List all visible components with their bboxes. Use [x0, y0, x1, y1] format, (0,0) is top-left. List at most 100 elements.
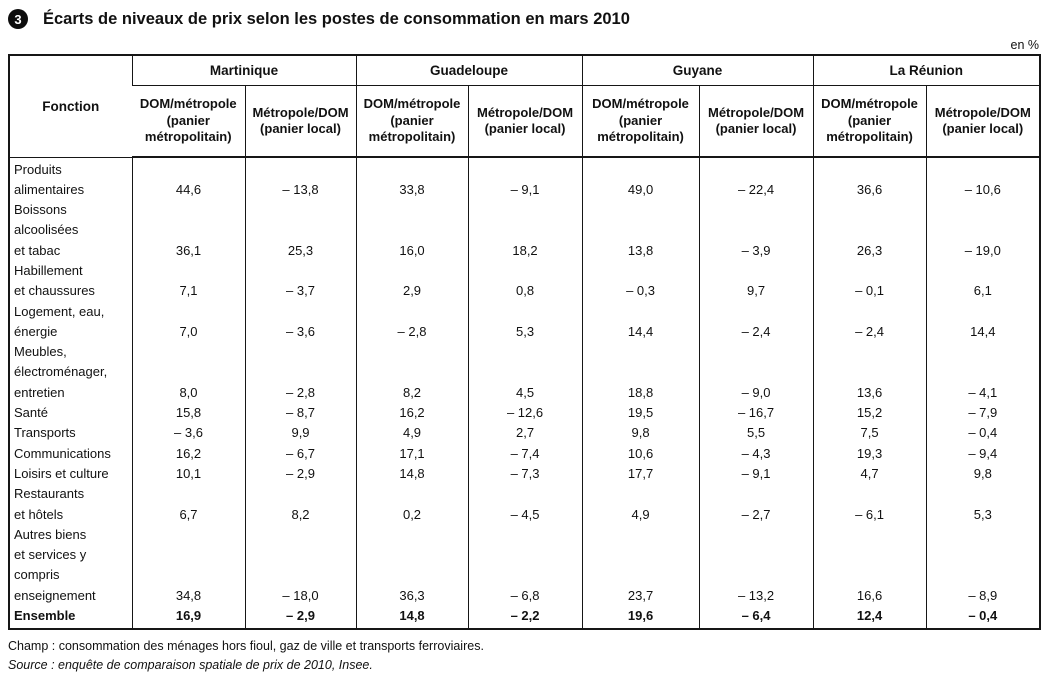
- value-cell: – 10,6: [925, 157, 1041, 201]
- value-cell: – 18,0: [244, 524, 357, 607]
- table-row-autres-biens-et-services-y-compris-enseignement: Autres biens et services y compris enseign…: [9, 524, 1041, 607]
- value-cell: 19,6: [581, 606, 700, 630]
- value-cell: 13,8: [581, 200, 700, 261]
- row-label-line: Autres biens: [14, 526, 87, 542]
- value-cell: – 2,8: [355, 301, 469, 343]
- value-cell: 8,2: [244, 484, 357, 525]
- value-cell: 4,9: [581, 484, 700, 525]
- row-label-line: Meubles,: [14, 344, 67, 360]
- row-label-line: entretien: [14, 384, 65, 400]
- row-label-line: Boissons alcoolisées: [14, 202, 79, 238]
- value-cell: 16,9: [131, 606, 245, 630]
- value-cell: 2,7: [467, 423, 583, 444]
- value-cell: – 3,6: [131, 423, 245, 444]
- value-cell: 0,2: [355, 484, 469, 525]
- value-cell: 4,5: [467, 342, 583, 404]
- value-cell: 9,8: [581, 423, 700, 444]
- row-label-line: Communications: [14, 445, 111, 461]
- measure-header-guyane-metropole-dom: Métropole/DOM (panier local): [698, 85, 814, 158]
- header-row-regions: Fonction Martinique Guadeloupe Guyane La Réu…: [9, 55, 1041, 158]
- value-cell: – 13,2: [698, 524, 814, 607]
- measure-header-martinique-metropole-dom: Métropole/DOM (panier local): [244, 85, 357, 158]
- value-cell: – 4,3: [698, 443, 814, 464]
- value-cell: 34,8: [131, 524, 245, 607]
- row-label: Communications: [9, 444, 132, 464]
- value-cell: 49,0: [581, 157, 700, 201]
- table-row-sante: Santé 15,8– 8,7 16,2– 12,6 19,5– 16,7 15,2– …: [9, 403, 1041, 424]
- value-cell: – 2,4: [698, 301, 814, 343]
- value-cell: – 0,4: [925, 423, 1041, 444]
- value-cell: 14,4: [925, 301, 1041, 343]
- value-cell: – 2,8: [244, 342, 357, 404]
- value-cell: – 9,0: [698, 342, 814, 404]
- value-cell: – 2,9: [244, 606, 357, 630]
- value-cell: 15,8: [131, 403, 245, 424]
- value-cell: – 22,4: [698, 157, 814, 201]
- value-cell: – 3,6: [244, 301, 357, 343]
- measure-header-guadeloupe-dom-metropole: DOM/métropole (panier métropolitain): [355, 85, 469, 158]
- price-gaps-table: Fonction Martinique Guadeloupe Guyane La Réu…: [8, 54, 1042, 631]
- table-row-logement-eau-energie: Logement, eau, énergie 7,0– 3,6– 2,8 5,3 14,…: [9, 301, 1041, 343]
- table-body: Produits alimentaires 44,6– 13,8 33,8– 9,1…: [9, 157, 1041, 630]
- value-cell: 17,7: [581, 463, 700, 485]
- value-cell: 36,1: [131, 200, 245, 261]
- row-label-line: enseignement: [14, 587, 96, 603]
- row-label-line: Restaurants: [14, 486, 85, 502]
- value-cell: – 9,1: [467, 157, 583, 201]
- value-cell: – 6,1: [812, 484, 927, 525]
- table-row-ensemble: Ensemble 16,9– 2,9 14,8– 2,2 19,6– 6,4 12,4–…: [9, 606, 1041, 630]
- value-cell: – 4,1: [925, 342, 1041, 404]
- value-cell: – 7,9: [925, 403, 1041, 424]
- value-cell: 17,1: [355, 443, 469, 464]
- value-cell: 8,0: [131, 342, 245, 404]
- value-cell: – 13,8: [244, 157, 357, 201]
- scope-note: Champ : consommation des ménages hors fi…: [8, 639, 484, 654]
- row-label: Produits alimentaires: [9, 157, 132, 200]
- value-cell: 13,6: [812, 342, 927, 404]
- table-row-restaurants-et-hotels: Restaurants et hôtels 6,7 8,2 0,2– 4,5 4,9– 2…: [9, 484, 1041, 525]
- value-cell: 10,6: [581, 443, 700, 464]
- value-cell: – 19,0: [925, 200, 1041, 261]
- value-cell: – 6,8: [467, 524, 583, 607]
- value-cell: 18,2: [467, 200, 583, 261]
- row-label-line: et chaussures: [14, 283, 95, 299]
- value-cell: 5,3: [467, 301, 583, 343]
- region-header-la-reunion: La Réunion: [812, 55, 1041, 86]
- figure-number-badge: 3: [8, 9, 28, 29]
- value-cell: 12,4: [812, 606, 927, 630]
- value-cell: – 8,9: [925, 524, 1041, 607]
- value-cell: 9,9: [244, 423, 357, 444]
- value-cell: – 2,2: [467, 606, 583, 630]
- row-label-line: électroménager,: [14, 364, 108, 380]
- value-cell: 9,7: [698, 260, 814, 302]
- value-cell: – 0,3: [581, 260, 700, 302]
- row-label-line: et services y compris: [14, 547, 87, 583]
- row-label-line: et tabac: [14, 242, 61, 258]
- corner-header-fonction: Fonction: [9, 55, 132, 158]
- value-cell: – 2,9: [244, 463, 357, 485]
- value-cell: 33,8: [355, 157, 469, 201]
- row-label-line: et hôtels: [14, 506, 64, 522]
- value-cell: – 0,1: [812, 260, 927, 302]
- row-label-line: Loisirs et culture: [14, 465, 109, 481]
- value-cell: – 9,1: [698, 463, 814, 485]
- value-cell: 14,4: [581, 301, 700, 343]
- value-cell: – 12,6: [467, 403, 583, 424]
- value-cell: – 6,4: [698, 606, 814, 630]
- table-row-transports: Transports – 3,6 9,9 4,9 2,7 9,8 5,5 7,5– 0,4: [9, 423, 1041, 444]
- measure-header-la-reunion-metropole-dom: Métropole/DOM (panier local): [925, 85, 1041, 158]
- measure-header-martinique-dom-metropole: DOM/métropole (panier métropolitain): [132, 85, 245, 158]
- row-label-line: Produits alimentaires: [14, 161, 85, 197]
- table-row-communications: Communications 16,2– 6,7 17,1– 7,4 10,6– 4,…: [9, 443, 1041, 464]
- row-label: Ensemble: [9, 606, 132, 629]
- value-cell: 16,0: [355, 200, 469, 261]
- value-cell: 18,8: [581, 342, 700, 404]
- measure-header-guyane-dom-metropole: DOM/métropole (panier métropolitain): [581, 85, 700, 158]
- value-cell: – 3,9: [698, 200, 814, 261]
- row-label: Meubles, électroménager, entretien: [9, 342, 132, 403]
- value-cell: – 4,5: [467, 484, 583, 525]
- value-cell: 7,1: [131, 260, 245, 302]
- value-cell: – 3,7: [244, 260, 357, 302]
- row-label: Santé: [9, 403, 132, 423]
